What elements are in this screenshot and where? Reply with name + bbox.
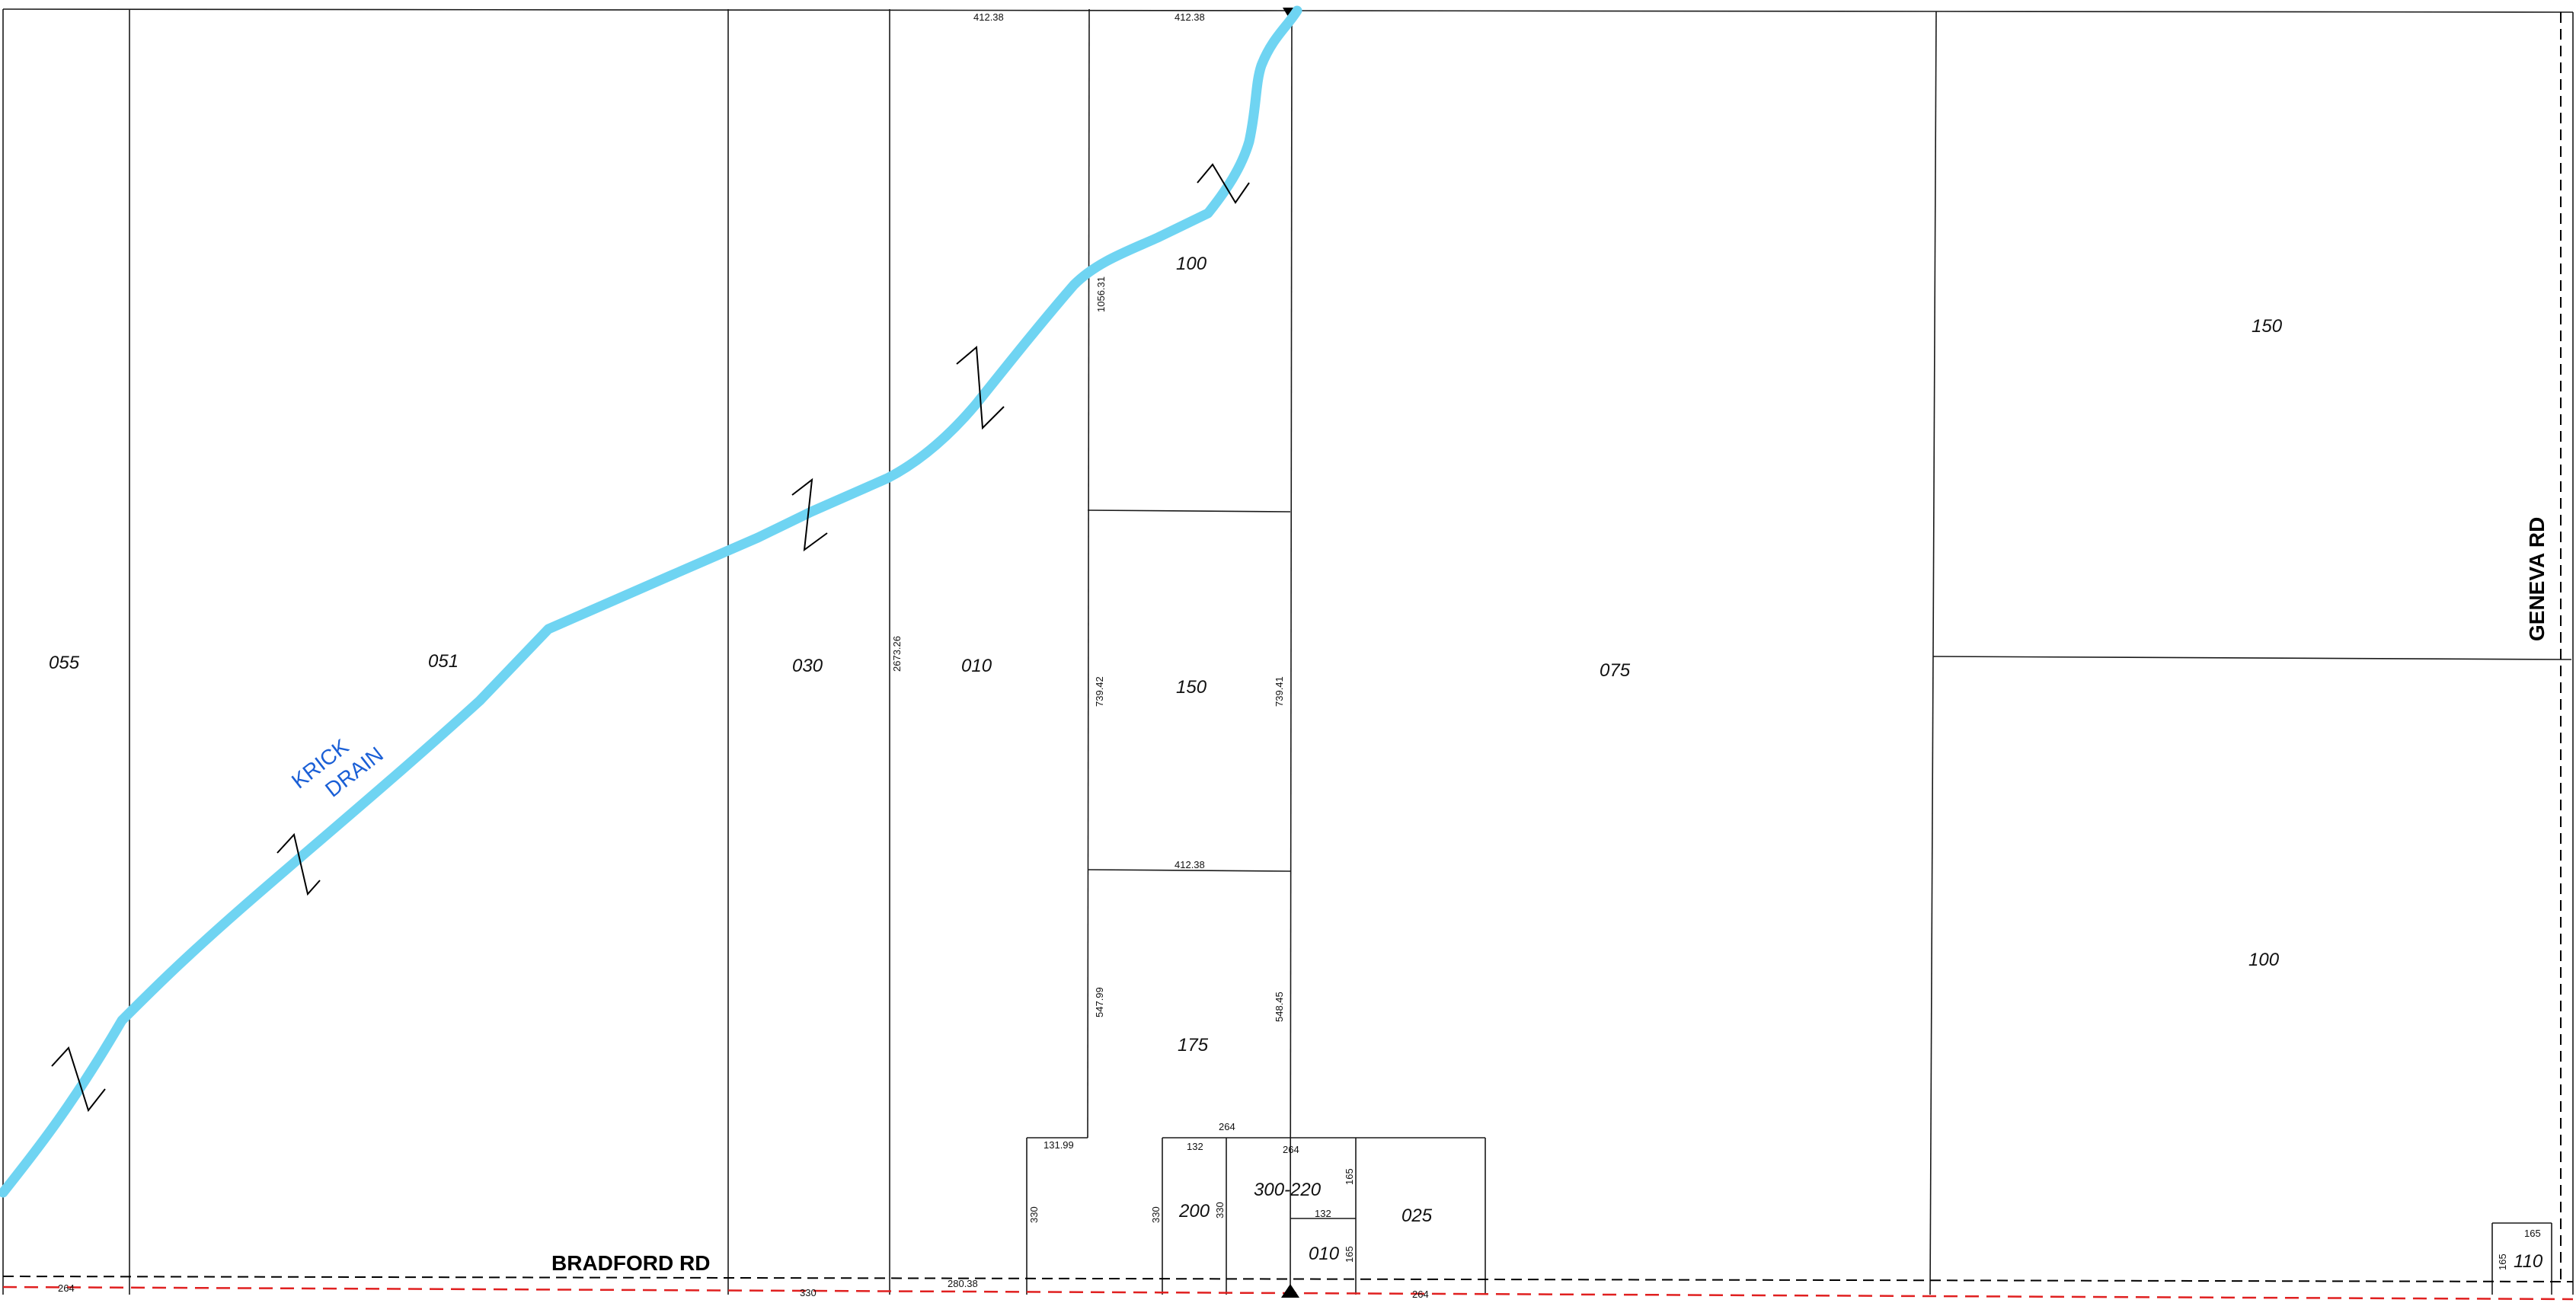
parcel-175: 175	[1178, 1035, 1209, 1055]
dim-131: 131.99	[1044, 1139, 1074, 1151]
dim-548: 548.45	[1274, 992, 1285, 1022]
dim-2673: 2673.26	[891, 636, 903, 672]
dim-547: 547.99	[1094, 987, 1105, 1017]
corner-marker-south	[1281, 1284, 1299, 1298]
flow-arrow-4	[956, 345, 1005, 430]
parcel-300-220: 300-220	[1254, 1180, 1322, 1200]
dim-165-d: 165	[2497, 1253, 2508, 1270]
flow-arrow-3	[791, 477, 828, 552]
dim-top-b: 412.38	[1175, 11, 1205, 23]
dim-330-c: 330	[1214, 1202, 1226, 1218]
dim-bottom-330: 330	[800, 1287, 817, 1298]
dim-264-b: 264	[1283, 1144, 1299, 1155]
parcel-110: 110	[2514, 1251, 2543, 1272]
dim-330-b: 330	[1150, 1206, 1162, 1223]
flow-arrow-2	[276, 832, 321, 896]
parcel-055: 055	[49, 653, 80, 673]
krick-drain-line	[0, 5, 1302, 1198]
parcel-150-west: 150	[1176, 677, 1207, 698]
parcel-lines	[129, 8, 2572, 1295]
dim-264-top: 264	[1219, 1121, 1235, 1132]
dim-bottom-264-b: 264	[1412, 1289, 1429, 1300]
road-label-bradford: BRADFORD RD	[551, 1251, 710, 1275]
dim-top-a: 412.38	[973, 11, 1004, 23]
boundary-lines	[2, 8, 2574, 1295]
parcel-150-east: 150	[2252, 316, 2283, 337]
flow-arrow-1	[51, 1046, 106, 1113]
dim-bottom-280: 280.38	[948, 1278, 978, 1289]
parcel-200: 200	[1178, 1201, 1210, 1222]
dim-132-b: 132	[1315, 1208, 1331, 1219]
dim-mid-412: 412.38	[1175, 859, 1205, 870]
road-right-of-way	[2, 12, 2574, 1301]
dim-739-west: 739.42	[1094, 676, 1105, 707]
dimension-labels: 412.38 412.38 1056.31 2673.26 739.42 739…	[58, 11, 2541, 1300]
flow-arrow-5	[1197, 163, 1250, 204]
parcel-010-west: 010	[961, 656, 992, 676]
dim-330-a: 330	[1028, 1206, 1040, 1223]
dim-bottom-264-a: 264	[58, 1282, 75, 1294]
dim-1056: 1056.31	[1095, 276, 1107, 312]
parcel-075: 075	[1600, 660, 1631, 681]
dim-739-east: 739.41	[1274, 676, 1285, 707]
dim-132: 132	[1187, 1141, 1203, 1152]
dim-165-a: 165	[1344, 1168, 1355, 1185]
dim-165-c: 165	[2524, 1228, 2541, 1239]
parcel-numbers: 055 051 030 010 100 150 175 075 150 100 …	[49, 254, 2543, 1272]
dim-165-b: 165	[1344, 1246, 1355, 1263]
parcel-100-east: 100	[2248, 950, 2280, 970]
drain-flow-arrows	[51, 163, 1250, 1113]
parcel-100-west: 100	[1176, 254, 1207, 274]
parcel-010-south: 010	[1309, 1244, 1340, 1264]
road-label-geneva: GENEVA RD	[2525, 517, 2549, 641]
parcel-025: 025	[1401, 1206, 1433, 1226]
parcel-030: 030	[792, 656, 823, 676]
parcel-051: 051	[428, 651, 459, 672]
